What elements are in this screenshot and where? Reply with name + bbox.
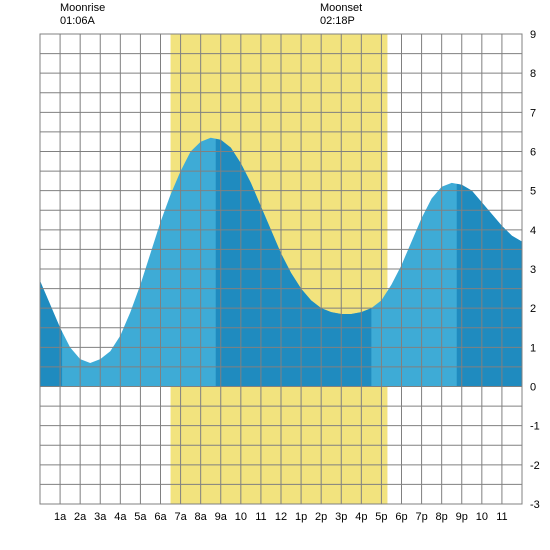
y-tick-label: 4 bbox=[530, 225, 536, 237]
x-tick-label: 6p bbox=[395, 511, 407, 523]
x-tick-label: 4p bbox=[355, 511, 367, 523]
x-tick-label: 10 bbox=[235, 511, 247, 523]
moonset-block: Moonset 02:18P bbox=[320, 2, 362, 28]
x-tick-label: 9a bbox=[215, 511, 228, 523]
y-tick-label: 2 bbox=[530, 303, 536, 315]
x-tick-label: 3a bbox=[94, 511, 107, 523]
y-tick-label: 8 bbox=[530, 68, 536, 80]
y-tick-label: 9 bbox=[530, 29, 536, 41]
x-tick-label: 2p bbox=[315, 511, 327, 523]
x-tick-label: 1p bbox=[295, 511, 307, 523]
x-tick-label: 3p bbox=[335, 511, 347, 523]
tide-chart: Moonrise 01:06A Moonset 02:18P 987654321… bbox=[0, 0, 550, 550]
moonset-time: 02:18P bbox=[320, 15, 362, 28]
x-tick-label: 4a bbox=[114, 511, 127, 523]
x-tick-label: 7a bbox=[174, 511, 187, 523]
x-tick-label: 6a bbox=[154, 511, 167, 523]
x-tick-label: 9p bbox=[456, 511, 468, 523]
x-tick-label: 5p bbox=[375, 511, 387, 523]
y-tick-label: 0 bbox=[530, 382, 536, 394]
y-tick-label: 1 bbox=[530, 342, 536, 354]
moonset-label: Moonset bbox=[320, 2, 362, 15]
y-tick-label: 6 bbox=[530, 147, 536, 159]
x-tick-label: 8p bbox=[436, 511, 448, 523]
chart-svg: 9876543210-1-2-31a2a3a4a5a6a7a8a9a101112… bbox=[0, 0, 550, 550]
x-tick-label: 12 bbox=[275, 511, 287, 523]
x-tick-label: 11 bbox=[255, 511, 266, 523]
x-tick-label: 7p bbox=[415, 511, 427, 523]
y-tick-label: -2 bbox=[530, 460, 540, 472]
y-tick-label: 3 bbox=[530, 264, 536, 276]
moonrise-label: Moonrise bbox=[60, 2, 105, 15]
x-tick-label: 8a bbox=[195, 511, 208, 523]
x-tick-label: 11 bbox=[496, 511, 507, 523]
x-tick-label: 2a bbox=[74, 511, 87, 523]
y-tick-label: -1 bbox=[530, 421, 540, 433]
moonrise-block: Moonrise 01:06A bbox=[60, 2, 105, 28]
x-tick-label: 1a bbox=[54, 511, 67, 523]
moonrise-time: 01:06A bbox=[60, 15, 105, 28]
x-tick-label: 10 bbox=[476, 511, 488, 523]
y-tick-label: 5 bbox=[530, 186, 536, 198]
y-tick-label: 7 bbox=[530, 107, 536, 119]
y-tick-label: -3 bbox=[530, 499, 540, 511]
x-tick-label: 5a bbox=[134, 511, 147, 523]
